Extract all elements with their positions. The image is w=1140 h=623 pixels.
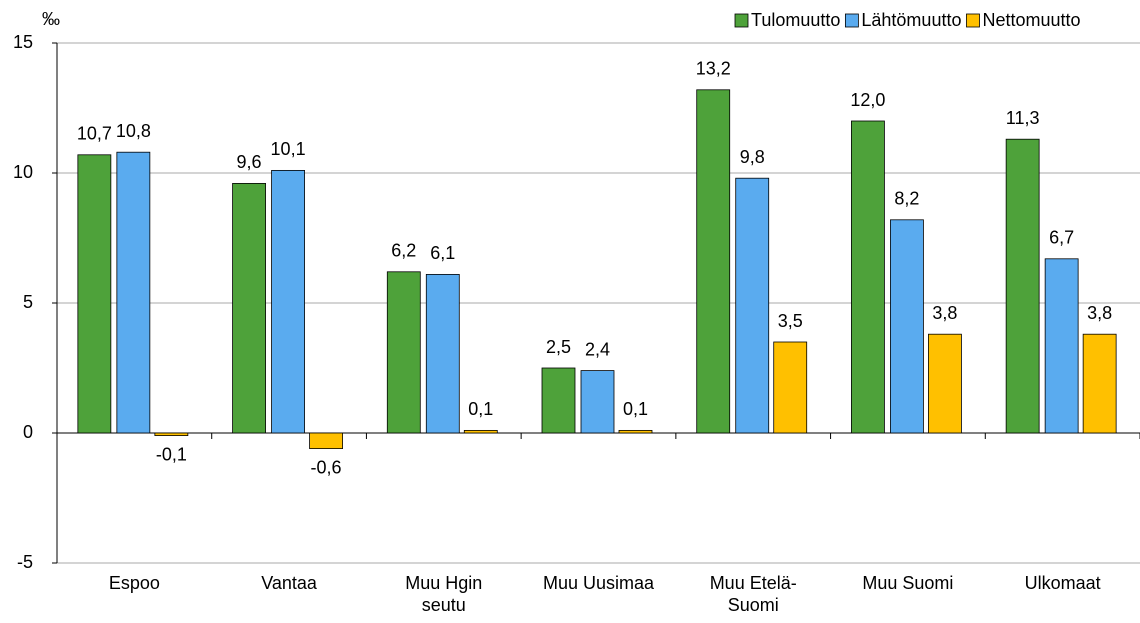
legend-label: Tulomuutto [751,10,840,30]
data-label: 9,8 [740,147,765,167]
bar [580,370,615,434]
legend-label: Lähtömuutto [861,10,961,30]
y-tick-label: 10 [13,162,33,182]
bar [928,333,962,434]
data-label: 2,4 [585,339,610,359]
bar [1044,258,1079,434]
bar [271,169,305,434]
data-label: 6,1 [430,243,455,263]
data-label: 2,5 [546,337,571,357]
data-label: 13,2 [696,59,731,79]
bar [773,341,808,434]
data-label: 6,2 [391,241,416,261]
legend-swatch [734,13,749,28]
x-tick-label: Vantaa [261,573,318,593]
bar [309,432,343,449]
bar [77,154,112,434]
y-tick-label: 5 [23,292,33,312]
bar [1005,138,1040,434]
data-label: 9,6 [237,152,262,172]
bar [735,177,770,434]
y-axis-label: ‰ [42,9,60,29]
bar [890,219,924,434]
x-tick-label: Muu Suomi [862,573,953,593]
data-label: 10,8 [116,121,151,141]
bar [618,429,653,434]
data-label: 8,2 [894,189,919,209]
x-tick-label: Muu Uusimaa [543,573,655,593]
data-label: 0,1 [623,399,648,419]
data-label: 3,8 [932,303,957,323]
bar [232,182,266,434]
bar [386,271,421,434]
data-label: -0,6 [311,457,342,477]
legend-swatch [966,13,980,28]
x-tick-label: Ulkomaat [1025,573,1101,593]
x-tick-label: Muu Hgin seutu [405,573,482,615]
bar [116,151,151,434]
y-tick-label: 0 [23,422,33,442]
bar [851,120,885,434]
bar [463,429,498,434]
data-label: 6,7 [1049,228,1074,248]
x-tick-label: Muu Etelä-Suomi [710,573,797,615]
y-tick-label: 15 [13,32,33,52]
data-label: 10,1 [271,139,306,159]
bar [425,273,460,434]
data-label: 0,1 [468,399,493,419]
y-tick-label: -5 [17,552,33,572]
bar [1082,333,1117,434]
bar [696,89,731,434]
legend-swatch [844,13,859,28]
bar [541,367,576,434]
data-label: -0,1 [156,444,187,464]
data-label: 10,7 [77,124,112,144]
bar [154,432,189,436]
data-label: 3,8 [1087,303,1112,323]
data-label: 11,3 [1006,108,1040,128]
data-label: 3,5 [778,311,803,331]
legend-label: Nettomuutto [982,10,1080,30]
x-tick-label: Espoo [109,573,160,593]
data-label: 12,0 [850,90,885,110]
